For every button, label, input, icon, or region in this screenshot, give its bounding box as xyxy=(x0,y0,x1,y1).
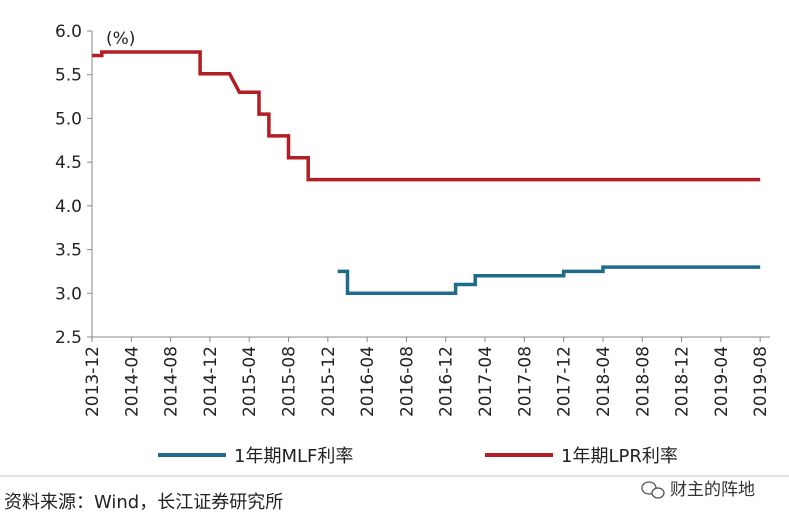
y-tick-label: 4.5 xyxy=(55,153,82,173)
x-tick-labels: 2013-12 2014-04 2014-08 2014-12 2015-04 2015-… xyxy=(83,337,771,417)
x-tick-label: 2018-04 xyxy=(594,346,614,417)
series-line-mlf xyxy=(337,265,761,296)
source-note: 资料来源：Wind，长江证券研究所 xyxy=(4,492,283,513)
wechat-icon xyxy=(641,481,665,499)
legend: 1年期MLF利率 1年期LPR利率 xyxy=(158,446,678,467)
x-tick-label: 2019-08 xyxy=(751,346,771,417)
x-tick-label: 2019-04 xyxy=(712,346,732,417)
x-tick-label: 2017-04 xyxy=(476,346,496,417)
x-tick-label: 2014-12 xyxy=(201,346,221,417)
x-tick-label: 2015-12 xyxy=(319,346,339,417)
x-tick-label: 2017-12 xyxy=(555,346,575,417)
series-line-lpr xyxy=(92,50,761,182)
legend-label: 1年期LPR利率 xyxy=(561,446,678,467)
y-tick-label: 2.5 xyxy=(55,328,82,348)
watermark: 财主的阵地 xyxy=(641,480,755,500)
y-tick-label: 6.0 xyxy=(55,22,82,42)
x-tick-label: 2015-04 xyxy=(240,346,260,417)
x-tick-label: 2018-12 xyxy=(673,346,693,417)
y-tick-label: 4.0 xyxy=(55,197,82,217)
x-tick-label: 2015-08 xyxy=(280,346,300,417)
watermark-text: 财主的阵地 xyxy=(670,480,755,500)
x-tick-label: 2016-08 xyxy=(397,346,417,417)
series-lines xyxy=(92,50,761,296)
x-tick-label: 2016-12 xyxy=(437,346,457,417)
y-tick-label: 5.5 xyxy=(55,66,82,86)
x-tick-label: 2014-04 xyxy=(122,346,142,417)
y-tick-label: 5.0 xyxy=(55,109,82,129)
x-tick-label: 2018-08 xyxy=(633,346,653,417)
legend-label: 1年期MLF利率 xyxy=(234,446,353,467)
y-tick-labels: 6.0 5.5 5.0 4.5 4.0 3.5 3.0 2.5 xyxy=(55,22,92,348)
x-tick-label: 2017-08 xyxy=(515,346,535,417)
y-tick-label: 3.5 xyxy=(55,241,82,261)
x-tick-label: 2013-12 xyxy=(83,346,103,417)
unit-label: (%) xyxy=(106,29,135,49)
y-tick-label: 3.0 xyxy=(55,284,82,304)
plot-area: 6.05.55.04.54.03.53.02.5 2013-12 2014-04 2… xyxy=(55,22,771,417)
x-tick-label: 2016-04 xyxy=(358,346,378,417)
x-tick-label: 2014-08 xyxy=(162,346,182,417)
